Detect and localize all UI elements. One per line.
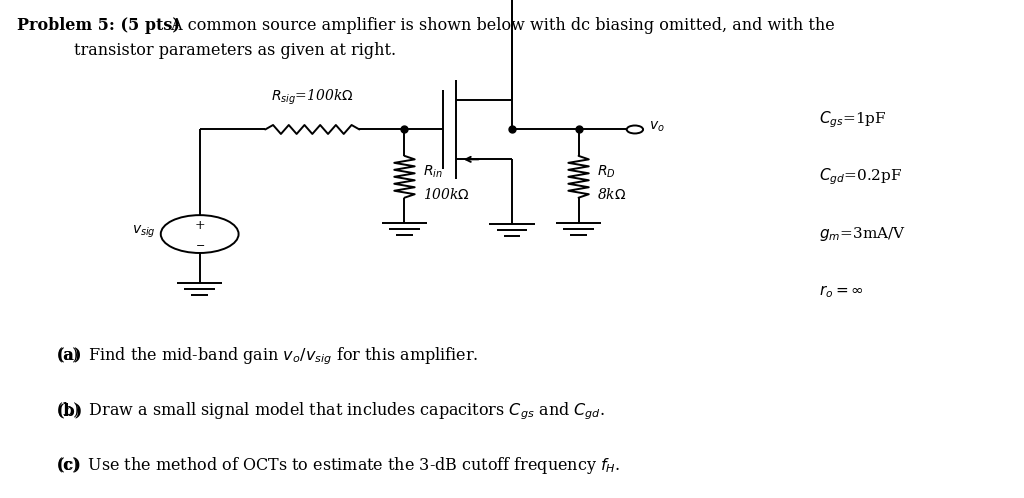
Text: $-$: $-$	[195, 239, 205, 249]
Text: $g_m$=3mA/V: $g_m$=3mA/V	[819, 225, 906, 243]
Text: $R_{in}$: $R_{in}$	[423, 164, 442, 180]
Text: 100k$\Omega$: 100k$\Omega$	[423, 187, 470, 202]
Text: $C_{gs}$=1pF: $C_{gs}$=1pF	[819, 109, 887, 130]
Text: (a): (a)	[56, 348, 82, 365]
Text: (b)  Draw a small signal model that includes capacitors $C_{gs}$ and $C_{gd}$.: (b) Draw a small signal model that inclu…	[56, 400, 605, 422]
Text: $C_{gd}$=0.2pF: $C_{gd}$=0.2pF	[819, 166, 902, 187]
Text: +: +	[195, 219, 205, 232]
Text: (a)  Find the mid-band gain $v_o/v_{sig}$ for this amplifier.: (a) Find the mid-band gain $v_o/v_{sig}$…	[56, 345, 479, 367]
Text: $v_o$: $v_o$	[649, 120, 665, 134]
Text: Problem 5: (5 pts): Problem 5: (5 pts)	[17, 17, 180, 34]
Text: 8k$\Omega$: 8k$\Omega$	[597, 187, 627, 202]
Text: (c)  Use the method of OCTs to estimate the 3-dB cutoff frequency $f_H$.: (c) Use the method of OCTs to estimate t…	[56, 455, 621, 476]
Text: (b): (b)	[56, 402, 83, 419]
Text: $v_{sig}$: $v_{sig}$	[132, 224, 156, 240]
Text: (c): (c)	[56, 457, 81, 474]
Text: A common source amplifier is shown below with dc biasing omitted, and with the: A common source amplifier is shown below…	[166, 17, 835, 34]
Text: $r_o = \infty$: $r_o = \infty$	[819, 283, 864, 300]
Text: $R_{sig}$=100k$\Omega$: $R_{sig}$=100k$\Omega$	[271, 88, 353, 107]
Text: transistor parameters as given at right.: transistor parameters as given at right.	[74, 42, 396, 59]
Text: $R_D$: $R_D$	[597, 164, 615, 180]
